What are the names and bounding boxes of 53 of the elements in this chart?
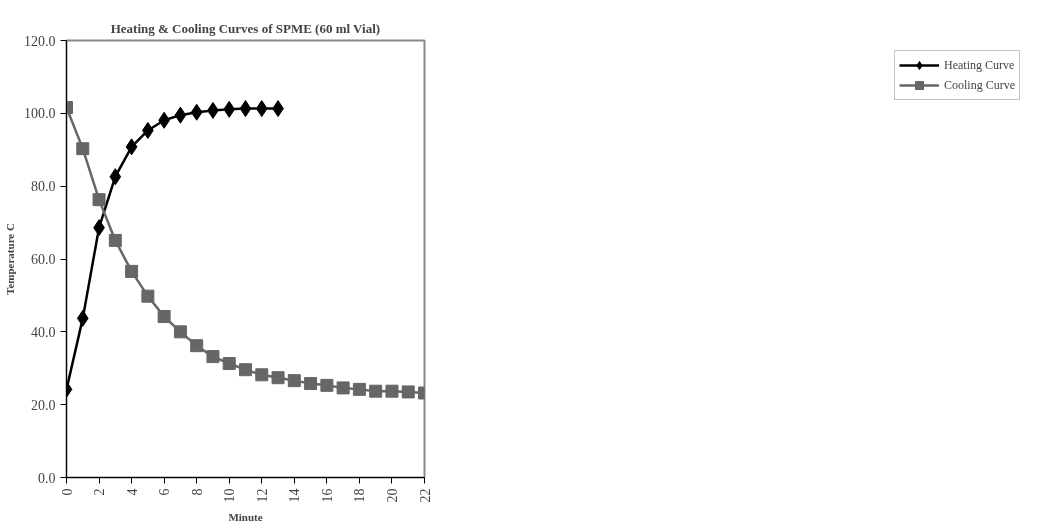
y-tick-label: 20.0 [31,397,56,413]
point [125,264,139,278]
point [271,371,285,385]
point [352,382,366,396]
point [174,106,187,124]
point [287,374,301,388]
y-tick-label: 60.0 [31,252,56,267]
x-tick-label: 18 [352,488,368,503]
y-tick-label: 80.0 [31,179,56,195]
x-tick-label: 8 [189,488,205,496]
point [239,363,252,377]
y-tick-label: 40.0 [31,324,56,340]
point [222,357,236,371]
point [255,100,268,118]
x-axis-title: Minute [228,510,263,523]
x-tick-label: 12 [254,488,270,503]
x-tick-label: 4 [124,488,140,496]
x-tick-label: 22 [417,488,433,503]
point [206,350,220,364]
point [223,100,236,118]
point [401,385,415,399]
point [157,310,171,324]
x-tick-label: 10 [222,488,238,503]
x-tick-label: 20 [384,488,400,503]
legend-label: Heating Curve [944,57,1015,73]
point [190,339,204,353]
y-tick-label: 120.0 [24,33,56,49]
y-tick-label: 100.0 [24,106,56,122]
point [190,103,203,121]
point [304,377,318,391]
point [92,193,106,207]
point [109,168,122,186]
point [125,138,138,156]
x-tick-label: 16 [319,488,335,503]
point [255,368,269,382]
chart-title: Heating & Cooling Curves of SPME (60 ml Vial) [110,20,381,36]
point [173,325,187,339]
point [369,384,383,398]
point [320,378,334,392]
x-tick-label: 14 [287,488,303,503]
y-axis-title: Temperature C [4,223,16,295]
y-tick-label: 0.0 [38,470,56,486]
x-tick-label: 6 [157,488,173,496]
point [239,100,252,118]
legend-label: Cooling Curve [944,77,1015,93]
point [141,289,155,303]
x-tick-label: 0 [59,488,75,496]
point [76,309,89,327]
point [385,384,399,398]
point [336,381,350,395]
point [108,233,122,247]
point [76,142,90,156]
x-tick-label: 2 [92,488,108,496]
